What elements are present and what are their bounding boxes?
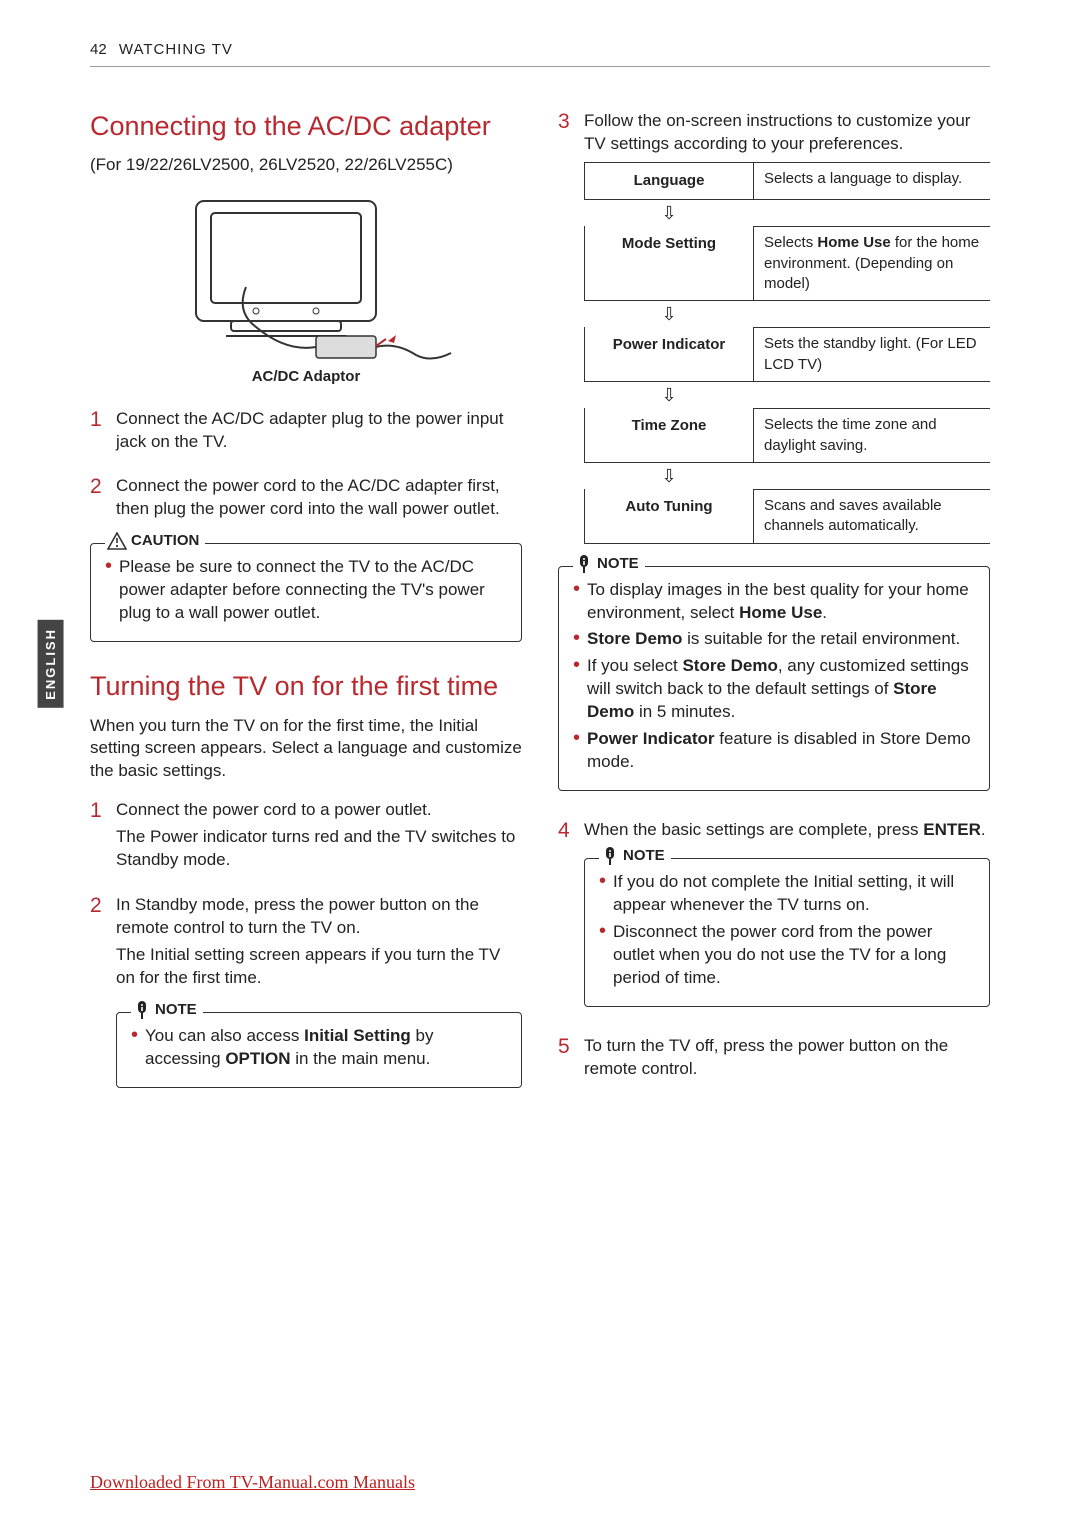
settings-table: Language Selects a language to display. … xyxy=(584,162,990,544)
left-column: Connecting to the AC/DC adapter (For 19/… xyxy=(90,110,522,1454)
note-legend: NOTE xyxy=(573,554,645,574)
page-number: 42 xyxy=(90,41,107,58)
tbl-label: Auto Tuning xyxy=(584,489,754,544)
note-legend: NOTE xyxy=(599,846,671,866)
step-text: Connect the power cord to a power outlet… xyxy=(116,799,522,822)
note-item: Power Indicator feature is disabled in S… xyxy=(573,728,975,774)
note-legend: NOTE xyxy=(131,1000,203,1020)
content-columns: Connecting to the AC/DC adapter (For 19/… xyxy=(90,110,990,1454)
note-label: NOTE xyxy=(623,846,665,866)
caution-icon xyxy=(107,532,127,550)
ft-step-1: Connect the power cord to a power outlet… xyxy=(90,799,522,872)
model-list: (For 19/22/26LV2500, 26LV2520, 22/26LV25… xyxy=(90,154,522,177)
note-box-a: NOTE To display images in the best quali… xyxy=(558,566,990,792)
note-item: If you do not complete the Initial setti… xyxy=(599,871,975,917)
acdc-step-1: Connect the AC/DC adapter plug to the po… xyxy=(90,408,522,454)
step-text: Connect the power cord to the AC/DC adap… xyxy=(116,475,522,521)
tbl-desc: Selects Home Use for the home environmen… xyxy=(754,226,990,301)
step-text: The Initial setting screen appears if yo… xyxy=(116,944,522,990)
language-tab: ENGLISH xyxy=(38,620,64,708)
step-text: To turn the TV off, press the power butt… xyxy=(584,1035,990,1081)
step-text: When the basic settings are complete, pr… xyxy=(584,819,990,842)
arrow-down-icon: ⇩ xyxy=(584,463,754,489)
note-box-b: NOTE If you do not complete the Initial … xyxy=(584,858,990,1007)
step-text: In Standby mode, press the power button … xyxy=(116,894,522,940)
tbl-desc: Selects a language to display. xyxy=(754,162,990,200)
step-text: The Power indicator turns red and the TV… xyxy=(116,826,522,872)
note-label: NOTE xyxy=(597,554,639,574)
page-header: 42 WATCHING TV xyxy=(90,40,990,67)
tbl-desc: Selects the time zone and daylight savin… xyxy=(754,408,990,463)
note-label: NOTE xyxy=(155,1000,197,1020)
arrow-down-icon: ⇩ xyxy=(584,200,754,226)
step-4: When the basic settings are complete, pr… xyxy=(558,819,990,1007)
note-icon xyxy=(133,1000,151,1020)
arrow-down-icon: ⇩ xyxy=(584,382,754,408)
heading-firsttime: Turning the TV on for the first time xyxy=(90,670,522,702)
note-item: You can also access Initial Setting by a… xyxy=(131,1025,507,1071)
caution-label: CAUTION xyxy=(131,531,199,551)
caution-box: CAUTION Please be sure to connect the TV… xyxy=(90,543,522,642)
right-steps: Follow the on-screen instructions to cus… xyxy=(558,110,990,1081)
firsttime-steps: Connect the power cord to a power outlet… xyxy=(90,799,522,990)
adapter-illustration xyxy=(90,191,522,361)
caution-legend: CAUTION xyxy=(105,531,205,551)
acdc-steps: Connect the AC/DC adapter plug to the po… xyxy=(90,408,522,522)
footer-download-link[interactable]: Downloaded From TV-Manual.com Manuals xyxy=(90,1470,415,1494)
tbl-label: Mode Setting xyxy=(584,226,754,301)
note-box-initial: NOTE You can also access Initial Setting… xyxy=(116,1012,522,1088)
firsttime-intro: When you turn the TV on for the first ti… xyxy=(90,715,522,784)
note-item: If you select Store Demo, any customized… xyxy=(573,655,975,724)
right-column: Follow the on-screen instructions to cus… xyxy=(558,110,990,1454)
step-text: Connect the AC/DC adapter plug to the po… xyxy=(116,408,522,454)
tbl-label: Time Zone xyxy=(584,408,754,463)
caution-item: Please be sure to connect the TV to the … xyxy=(105,556,507,625)
note-item: To display images in the best quality fo… xyxy=(573,579,975,625)
arrow-down-icon: ⇩ xyxy=(584,301,754,327)
step-5: To turn the TV off, press the power butt… xyxy=(558,1035,990,1081)
tv-adapter-svg xyxy=(156,191,456,361)
ft-step-2: In Standby mode, press the power button … xyxy=(90,894,522,990)
note-icon xyxy=(575,554,593,574)
illustration-caption: AC/DC Adaptor xyxy=(90,367,522,387)
tbl-desc: Scans and saves available channels autom… xyxy=(754,489,990,544)
tbl-desc: Sets the standby light. (For LED LCD TV) xyxy=(754,327,990,382)
note-item: Store Demo is suitable for the retail en… xyxy=(573,628,975,651)
acdc-step-2: Connect the power cord to the AC/DC adap… xyxy=(90,475,522,521)
tbl-label: Language xyxy=(584,162,754,200)
step-text: Follow the on-screen instructions to cus… xyxy=(584,110,990,156)
tbl-label: Power Indicator xyxy=(584,327,754,382)
note-item: Disconnect the power cord from the power… xyxy=(599,921,975,990)
heading-acdc: Connecting to the AC/DC adapter xyxy=(90,110,522,142)
section-title: WATCHING TV xyxy=(119,41,233,58)
step-3: Follow the on-screen instructions to cus… xyxy=(558,110,990,791)
note-icon xyxy=(601,846,619,866)
